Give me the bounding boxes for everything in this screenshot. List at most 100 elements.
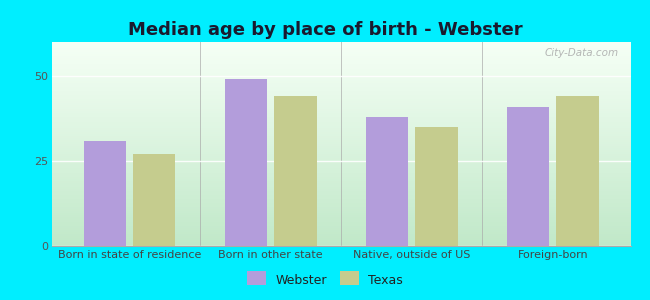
Bar: [52, 70, 630, 73]
Bar: [52, 126, 630, 128]
Bar: [52, 169, 630, 170]
Bar: [52, 73, 630, 75]
Bar: [52, 218, 630, 220]
Bar: [52, 77, 630, 79]
Bar: [52, 156, 630, 158]
Bar: [52, 175, 630, 177]
Bar: [52, 150, 630, 152]
Bar: [52, 236, 630, 238]
Bar: [52, 44, 630, 46]
Bar: [52, 242, 630, 244]
Bar: [52, 197, 630, 199]
Bar: [52, 99, 630, 101]
Bar: [52, 91, 630, 93]
Bar: [52, 211, 630, 213]
Bar: [52, 87, 630, 89]
Bar: [366, 117, 408, 246]
Bar: [52, 101, 630, 103]
Text: City-Data.com: City-Data.com: [545, 48, 619, 58]
Bar: [52, 134, 630, 136]
Bar: [52, 185, 630, 187]
Bar: [52, 136, 630, 138]
Bar: [52, 213, 630, 215]
Bar: [52, 85, 630, 87]
Bar: [52, 195, 630, 197]
Bar: [52, 64, 630, 67]
Bar: [52, 46, 630, 48]
Bar: [52, 132, 630, 134]
Bar: [52, 189, 630, 191]
Bar: [52, 67, 630, 68]
Bar: [52, 62, 630, 64]
Bar: [52, 118, 630, 119]
Bar: [52, 142, 630, 144]
Bar: [52, 170, 630, 172]
Bar: [52, 42, 630, 44]
Bar: [52, 181, 630, 183]
Bar: [52, 232, 630, 234]
Bar: [52, 183, 630, 185]
Bar: [52, 111, 630, 113]
Bar: [52, 193, 630, 195]
Text: Median age by place of birth - Webster: Median age by place of birth - Webster: [127, 21, 523, 39]
Bar: [52, 209, 630, 211]
Bar: [52, 240, 630, 242]
Bar: [52, 220, 630, 221]
Bar: [52, 50, 630, 52]
Bar: [52, 48, 630, 50]
Bar: [52, 68, 630, 70]
Legend: Webster, Texas: Webster, Texas: [243, 270, 407, 291]
Bar: [52, 215, 630, 217]
Bar: [52, 97, 630, 99]
Bar: [52, 224, 630, 226]
Bar: [556, 96, 599, 246]
Bar: [52, 177, 630, 179]
Bar: [52, 207, 630, 209]
Bar: [415, 127, 458, 246]
Bar: [52, 230, 630, 232]
Bar: [52, 234, 630, 236]
Bar: [52, 160, 630, 162]
Bar: [52, 191, 630, 193]
Bar: [52, 226, 630, 228]
Bar: [52, 148, 630, 150]
Bar: [52, 89, 630, 91]
Bar: [52, 81, 630, 83]
Bar: [52, 116, 630, 118]
Bar: [52, 52, 630, 54]
Bar: [84, 141, 126, 246]
Bar: [52, 238, 630, 240]
Bar: [52, 58, 630, 60]
Bar: [52, 105, 630, 107]
Bar: [52, 205, 630, 207]
Bar: [52, 162, 630, 164]
Bar: [52, 167, 630, 169]
Bar: [52, 128, 630, 130]
Bar: [52, 60, 630, 62]
Bar: [52, 95, 630, 97]
Bar: [52, 119, 630, 122]
Bar: [52, 75, 630, 77]
Bar: [52, 187, 630, 189]
Bar: [52, 158, 630, 160]
Bar: [133, 154, 176, 246]
Bar: [52, 228, 630, 230]
Bar: [52, 56, 630, 58]
Bar: [52, 152, 630, 154]
Bar: [52, 109, 630, 111]
Bar: [225, 80, 267, 246]
Bar: [52, 122, 630, 124]
Bar: [52, 203, 630, 205]
Bar: [52, 199, 630, 201]
Bar: [52, 83, 630, 85]
Bar: [52, 172, 630, 175]
Bar: [52, 113, 630, 116]
Bar: [274, 96, 317, 246]
Bar: [52, 164, 630, 166]
Bar: [52, 244, 630, 246]
Bar: [52, 138, 630, 140]
Bar: [52, 93, 630, 95]
Bar: [52, 54, 630, 56]
Bar: [52, 154, 630, 156]
Bar: [507, 106, 549, 246]
